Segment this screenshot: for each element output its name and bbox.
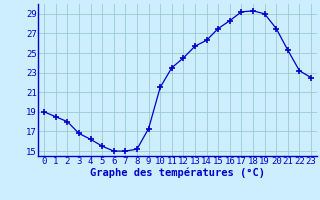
X-axis label: Graphe des températures (°C): Graphe des températures (°C) — [90, 168, 265, 178]
